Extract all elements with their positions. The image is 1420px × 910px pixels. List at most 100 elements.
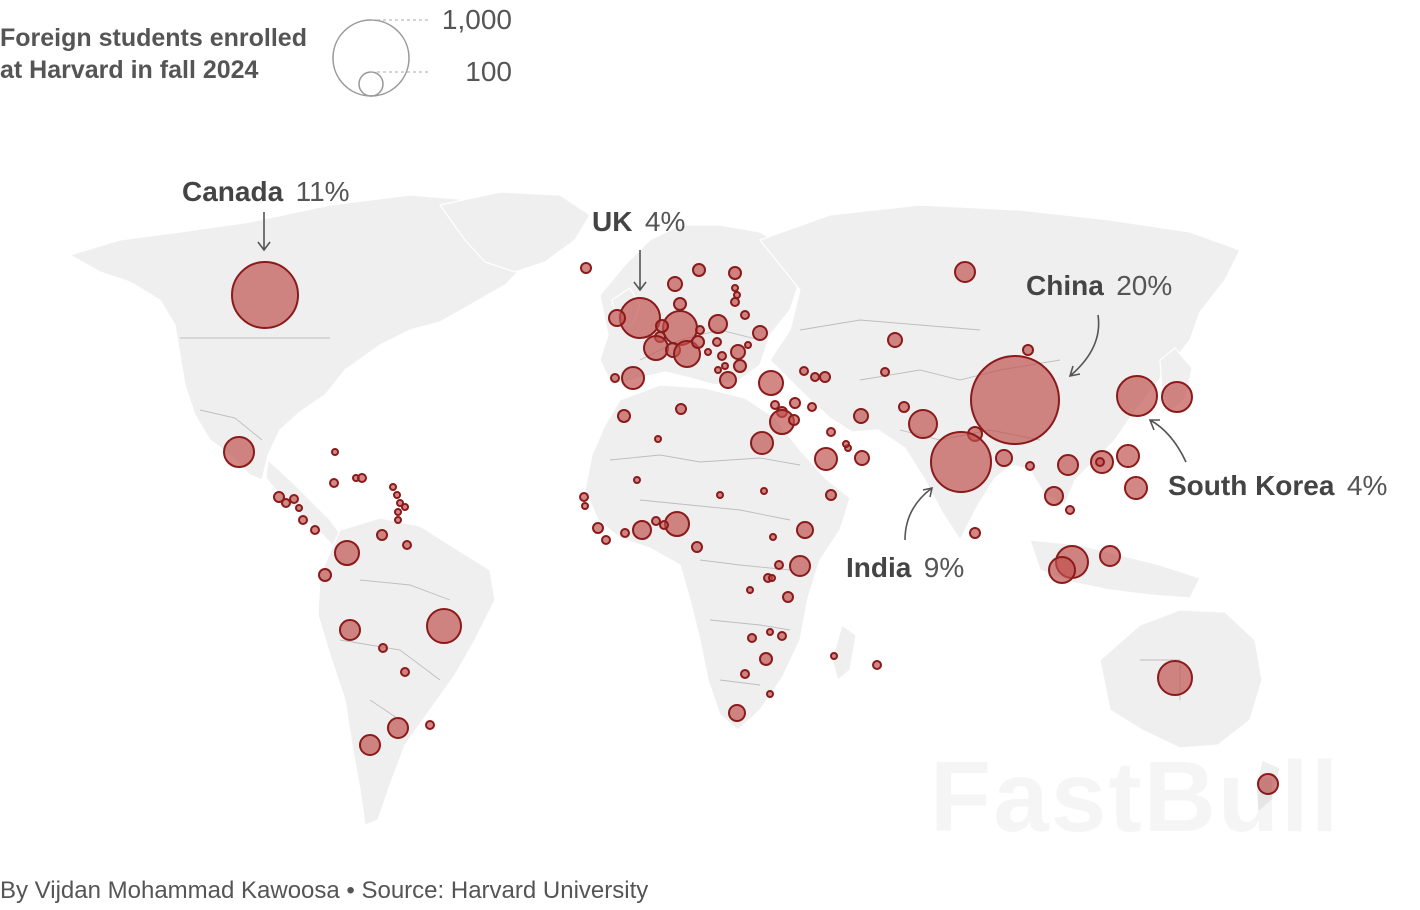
bubble-tunisia bbox=[675, 403, 687, 415]
bubble-guatemala bbox=[273, 491, 285, 503]
bubble-jamaica bbox=[329, 478, 339, 488]
bubble-colombia bbox=[334, 540, 360, 566]
land-central-america bbox=[265, 458, 346, 549]
bubble-iran bbox=[853, 408, 869, 424]
bubble-mauritania bbox=[633, 476, 641, 484]
bubble-honduras bbox=[289, 494, 299, 504]
bubble-kenya bbox=[789, 555, 811, 577]
arrow-south-korea bbox=[1148, 419, 1187, 463]
arrow-china bbox=[1068, 314, 1100, 378]
bubble-peru bbox=[339, 619, 361, 641]
callout-china: China 20% bbox=[1026, 270, 1172, 301]
bubble-bangladesh bbox=[995, 449, 1013, 467]
bubble-uzbekistan bbox=[880, 367, 890, 377]
size-legend: 1,000 100 bbox=[332, 4, 512, 97]
bubble-pakistan bbox=[908, 409, 938, 439]
bubble-france bbox=[643, 335, 669, 361]
callout-canada: Canada 11% bbox=[182, 176, 350, 207]
bubble-syria bbox=[789, 397, 801, 409]
bubble-dominican-republic bbox=[357, 473, 367, 483]
bubble-belarus bbox=[740, 310, 750, 320]
bubble-caribbean-2 bbox=[393, 491, 401, 499]
bubble-uganda bbox=[774, 560, 784, 570]
bubble-trinidad bbox=[394, 516, 402, 524]
map-title: Foreign students enrolled at Harvard in … bbox=[0, 24, 307, 84]
bubble-kuwait bbox=[826, 427, 836, 437]
bubble-mauritius bbox=[872, 660, 882, 670]
bubble-mongolia bbox=[1022, 344, 1034, 356]
bubble-canada bbox=[231, 261, 299, 329]
bubble-spain bbox=[621, 366, 645, 390]
bubble-norway bbox=[667, 276, 683, 292]
bubble-burundi bbox=[768, 574, 776, 582]
arrow-canada bbox=[257, 212, 271, 252]
bubble-bulgaria bbox=[733, 359, 747, 373]
bubble-mexico bbox=[223, 436, 255, 468]
bubble-zambia bbox=[766, 628, 774, 636]
bubble-jordan bbox=[788, 414, 800, 426]
bubble-croatia bbox=[704, 348, 712, 356]
bubble-ethiopia bbox=[796, 521, 814, 539]
bubble-tanzania bbox=[782, 591, 794, 603]
bubble-morocco bbox=[617, 409, 631, 423]
bubble-portugal bbox=[610, 373, 620, 383]
bubble-bahrain bbox=[842, 440, 850, 448]
legend-label-large: 1,000 bbox=[442, 4, 512, 35]
arrow-uk bbox=[633, 250, 647, 292]
bubble-cambodia bbox=[1044, 486, 1064, 506]
bubble-ireland bbox=[608, 309, 626, 327]
bubbles bbox=[223, 261, 1279, 795]
callout-uk: UK 4% bbox=[592, 206, 685, 237]
bubble-greece bbox=[719, 371, 737, 389]
bubble-argentina bbox=[387, 717, 409, 739]
bubble-namibia bbox=[740, 669, 750, 679]
bubble-yemen bbox=[825, 489, 837, 501]
callout-south-korea: South Korea 4% bbox=[1168, 470, 1387, 501]
bubble-sierra-leone bbox=[601, 535, 611, 545]
bubble-czechia bbox=[695, 325, 705, 335]
bubble-russia bbox=[954, 261, 976, 283]
bubble-netherlands bbox=[655, 319, 669, 333]
bubble-taiwan bbox=[1116, 444, 1140, 468]
bubble-estonia bbox=[731, 284, 739, 292]
bubble-italy bbox=[673, 340, 701, 368]
bubble-sweden bbox=[692, 263, 706, 277]
arrow-india bbox=[904, 486, 934, 541]
bubble-drc bbox=[746, 586, 754, 594]
bubble-cyprus bbox=[770, 400, 780, 410]
bubble-nicaragua bbox=[295, 504, 303, 512]
watermark: FastBull bbox=[930, 740, 1340, 855]
bubble-chad bbox=[716, 491, 724, 499]
bubble-bolivia bbox=[378, 643, 388, 653]
bubble-new-zealand bbox=[1257, 773, 1279, 795]
bubble-kazakhstan bbox=[887, 332, 903, 348]
bubble-romania bbox=[730, 344, 746, 360]
bubble-angola bbox=[747, 633, 757, 643]
bubble-moldova bbox=[744, 341, 752, 349]
bubble-caribbean-4 bbox=[394, 508, 402, 516]
bubble-georgia bbox=[799, 366, 809, 376]
bubble-guinea bbox=[592, 522, 604, 534]
callout-india: India 9% bbox=[846, 552, 964, 583]
bubble-armenia bbox=[810, 372, 820, 382]
bubble-guyana bbox=[402, 540, 412, 550]
bubble-thailand bbox=[1057, 454, 1079, 476]
bubble-egypt bbox=[750, 431, 774, 455]
bubble-hungary bbox=[712, 337, 722, 347]
bubble-austria bbox=[691, 335, 705, 349]
bubble-gambia bbox=[581, 502, 589, 510]
bubble-serbia bbox=[717, 351, 727, 361]
bubble-myanmar bbox=[1025, 461, 1035, 471]
bubble-cameroon bbox=[691, 541, 703, 553]
byline: By Vijdan Mohammad Kawoosa • Source: Har… bbox=[0, 877, 649, 904]
bubble-cuba bbox=[331, 448, 339, 456]
bubble-australia bbox=[1157, 660, 1193, 696]
bubble-liberia bbox=[620, 528, 630, 538]
bubble-turkey bbox=[758, 370, 784, 396]
legend-label-small: 100 bbox=[465, 56, 512, 87]
bubble-ecuador bbox=[318, 568, 332, 582]
bubble-indonesia bbox=[1048, 556, 1076, 584]
bubble-costa-rica bbox=[298, 515, 308, 525]
bubble-poland bbox=[708, 314, 728, 334]
